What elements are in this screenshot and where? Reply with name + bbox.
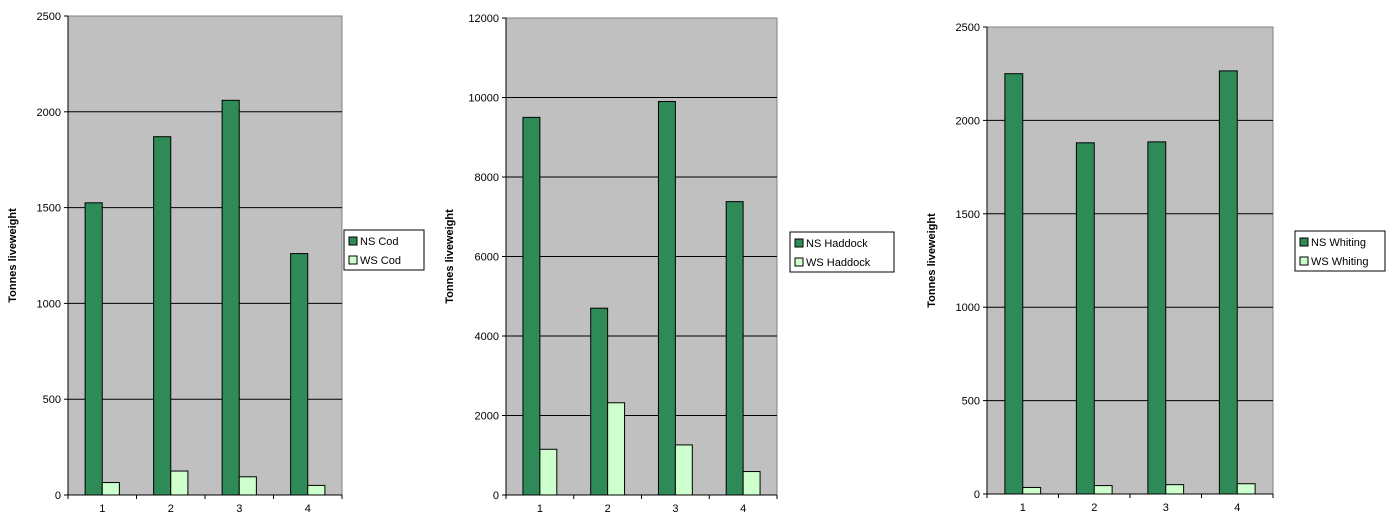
- y-tick-label: 2000: [956, 115, 980, 127]
- legend: NS Cod WS Cod: [343, 229, 425, 271]
- bar-ws-whiting-4: [1236, 483, 1256, 495]
- y-tick-label: 4000: [475, 331, 499, 343]
- x-tick-label: 4: [305, 503, 311, 515]
- x-tick-label: 3: [236, 503, 242, 515]
- x-tick-label: 1: [1020, 502, 1026, 514]
- legend-swatch: [348, 236, 358, 246]
- x-tick-label: 1: [537, 503, 543, 515]
- bar-ns-haddock-1: [522, 116, 541, 496]
- legend-swatch: [348, 255, 358, 265]
- legend-label: NS Cod: [360, 236, 399, 248]
- y-tick-label: 12000: [468, 13, 499, 25]
- chart-cod: 0 500 1000 1500 2000 2500 1 2 3 4 Tonnes liveweigh…: [7, 11, 425, 515]
- bar-ws-haddock-2: [607, 402, 626, 496]
- legend-label: NS Whiting: [1311, 237, 1366, 249]
- legend-swatch: [794, 257, 804, 267]
- y-tick-label: 1500: [956, 209, 980, 221]
- x-tick-label: 4: [740, 503, 746, 515]
- y-tick-label: 1000: [956, 302, 980, 314]
- legend-label: NS Haddock: [806, 238, 868, 250]
- y-tick-label: 500: [43, 394, 61, 406]
- x-tick-label: 3: [672, 503, 678, 515]
- x-tick-label: 2: [605, 503, 611, 515]
- bar-ws-cod-1: [101, 482, 120, 496]
- y-tick-label: 2000: [475, 411, 499, 423]
- legend-swatch: [1299, 256, 1309, 266]
- y-tick-label: 2500: [956, 22, 980, 34]
- bar-ws-cod-3: [238, 476, 257, 496]
- bar-ns-cod-1: [84, 202, 103, 496]
- bar-ws-haddock-4: [742, 471, 761, 496]
- legend-box: [1294, 230, 1386, 272]
- y-tick-label: 2000: [37, 107, 61, 119]
- legend-swatch: [794, 238, 804, 248]
- bar-ns-whiting-2: [1075, 142, 1095, 495]
- bar-ws-cod-2: [170, 470, 189, 496]
- y-tick-label: 6000: [475, 252, 499, 264]
- y-tick-label: 2500: [37, 11, 61, 23]
- chart-haddock: 0 2000 4000 6000 8000 10000 12000 1 2 3 4 Tonnes li…: [444, 13, 895, 515]
- bar-ns-haddock-3: [657, 100, 676, 496]
- legend: NS Haddock WS Haddock: [789, 231, 895, 273]
- x-tick-label: 1: [99, 503, 105, 515]
- y-tick-label: 0: [55, 490, 61, 502]
- legend-box: [789, 231, 895, 273]
- x-tick-label: 3: [1163, 502, 1169, 514]
- legend-label: WS Whiting: [1311, 256, 1368, 268]
- bar-ns-cod-3: [221, 99, 240, 496]
- bar-ns-haddock-2: [590, 307, 609, 496]
- y-tick-label: 10000: [468, 93, 499, 105]
- bar-ws-whiting-1: [1022, 486, 1042, 495]
- bar-ws-whiting-2: [1093, 485, 1113, 495]
- y-tick-label: 1500: [37, 203, 61, 215]
- bar-ns-haddock-4: [725, 201, 744, 496]
- x-tick-label: 4: [1234, 502, 1240, 514]
- bar-ns-whiting-3: [1147, 141, 1167, 495]
- legend-label: WS Cod: [360, 255, 401, 267]
- legend-swatch: [1299, 237, 1309, 247]
- y-axis-label: Tonnes liveweight: [444, 209, 456, 304]
- legend: NS Whiting WS Whiting: [1294, 230, 1386, 272]
- y-tick-label: 1000: [37, 298, 61, 310]
- bar-ns-cod-4: [290, 253, 309, 496]
- bar-ws-cod-4: [307, 484, 326, 496]
- y-axis-label: Tonnes liveweight: [926, 213, 938, 308]
- bar-ns-whiting-4: [1218, 70, 1238, 495]
- bar-ws-haddock-1: [539, 448, 558, 496]
- y-axis-label: Tonnes liveweight: [7, 208, 19, 303]
- bar-ns-whiting-1: [1004, 73, 1024, 495]
- bar-ws-whiting-3: [1165, 484, 1185, 495]
- legend-label: WS Haddock: [806, 257, 871, 269]
- chart-whiting: 0 500 1000 1500 2000 2500 1 2 3 4 Tonnes liveweigh…: [926, 22, 1386, 514]
- x-tick-label: 2: [1091, 502, 1097, 514]
- bar-ns-cod-2: [153, 136, 172, 496]
- y-tick-label: 500: [962, 396, 980, 408]
- y-tick-label: 8000: [475, 172, 499, 184]
- x-tick-label: 2: [168, 503, 174, 515]
- y-tick-label: 0: [974, 489, 980, 501]
- y-tick-label: 0: [493, 490, 499, 502]
- bar-ws-haddock-3: [674, 444, 693, 496]
